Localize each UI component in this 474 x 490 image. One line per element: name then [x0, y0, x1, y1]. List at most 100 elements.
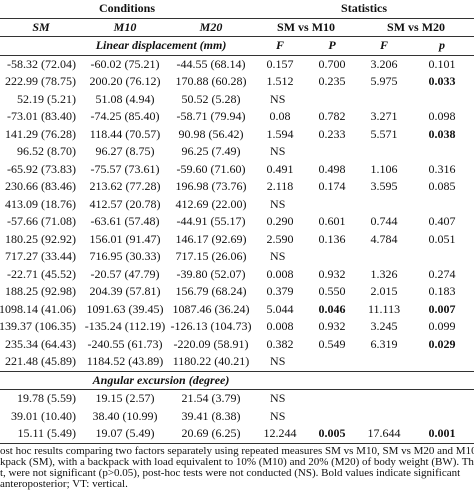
- section-title: Linear displacement (mm): [0, 36, 255, 56]
- stat-header: p: [410, 36, 474, 56]
- condition-cell: 200.20 (76.12): [89, 74, 161, 89]
- statistic-cell: 2.590: [266, 231, 294, 246]
- condition-cell: 413.09 (18.76): [5, 196, 76, 211]
- condition-cell: -57.66 (71.08): [7, 214, 76, 229]
- subheader-cell: SM vs M10: [254, 17, 359, 37]
- statistic-cell: 3.595: [370, 179, 398, 194]
- statistic-cell: 0.098: [428, 109, 456, 124]
- data-row: -58.32 (72.04) -60.02 (75.21) -44.55 (68.1…: [0, 55, 474, 73]
- condition-cell: 96.25 (7.49): [181, 144, 241, 159]
- table-body: Conditions Statistics SM M10 M20 SM vs M…: [0, 0, 474, 444]
- condition-cell: 1091.63 (39.45): [86, 301, 164, 316]
- condition-cell: 20.69 (6.25): [168, 425, 255, 444]
- condition-cell: 188.25 (92.98): [5, 284, 76, 299]
- condition-cell: 50.52 (5.28): [181, 91, 241, 106]
- data-row: -73.01 (83.40) -74.25 (85.40) -58.71 (79.9…: [0, 108, 474, 126]
- condition-cell: -135.24 (112.19): [84, 319, 166, 334]
- condition-cell: 230.66 (83.46): [5, 179, 76, 194]
- statistic-cell: 0.407: [428, 214, 456, 229]
- stat-header: P: [306, 36, 359, 56]
- condition-cell: -63.61 (57.48): [90, 214, 160, 229]
- condition-cell: 90.98 (56.42): [178, 126, 244, 141]
- condition-cell: -39.80 (52.07): [176, 266, 246, 281]
- statistic-cell: 17.644: [358, 425, 411, 444]
- statistic-cell: 0.782: [318, 109, 346, 124]
- condition-cell: -44.55 (68.14): [176, 56, 246, 71]
- statistic-cell: 0.316: [428, 161, 456, 176]
- condition-cell: 146.17 (92.69): [175, 231, 247, 246]
- data-row: 96.52 (8.70) 96.27 (8.75) 96.25 (7.49) NS: [0, 143, 474, 161]
- statistic-cell: 0.033: [428, 74, 456, 89]
- statistic-cell: 3.206: [370, 56, 398, 71]
- statistic-cell: NS: [270, 249, 286, 264]
- statistic-cell: 0.183: [428, 284, 456, 299]
- condition-cell: 139.37 (106.35): [0, 319, 76, 334]
- statistic-cell: 0.08: [269, 109, 291, 124]
- statistic-cell: 0.274: [428, 266, 456, 281]
- statistic-cell: 5.975: [370, 74, 398, 89]
- statistic-cell: 1.594: [266, 126, 294, 141]
- statistic-cell: 6.319: [370, 336, 398, 351]
- statistic-cell: 0.008: [266, 319, 294, 334]
- stat-header: F: [254, 36, 307, 56]
- condition-cell: 21.54 (3.79): [181, 391, 241, 406]
- statistic-cell: 0.290: [266, 214, 294, 229]
- statistic-cell: 3.245: [370, 319, 398, 334]
- header-row: Conditions Statistics: [0, 0, 474, 18]
- statistic-cell: 0.549: [318, 336, 346, 351]
- condition-cell: 717.27 (33.44): [5, 249, 76, 264]
- section-title: Angular excursion (degree): [0, 370, 255, 390]
- statistic-cell: NS: [270, 408, 286, 423]
- statistic-cell: 0.029: [428, 336, 456, 351]
- condition-cell: 51.08 (4.94): [95, 91, 155, 106]
- statistic-cell: 0.157: [266, 56, 294, 71]
- footnote-line: kpack (SM), with a backpack with load eq…: [0, 456, 474, 468]
- statistic-cell: 0.051: [428, 231, 456, 246]
- statistic-cell: 0.046: [318, 301, 346, 316]
- data-row: 221.48 (45.89) 1184.52 (43.89) 1180.22 (40…: [0, 353, 474, 371]
- condition-cell: 19.07 (5.49): [82, 425, 168, 444]
- statistic-cell: 2.118: [266, 179, 294, 194]
- condition-cell: 204.39 (57.81): [89, 284, 161, 299]
- statistic-cell: 0.233: [318, 126, 346, 141]
- statistic-cell: 0.550: [318, 284, 346, 299]
- condition-cell: -58.32 (72.04): [7, 56, 76, 71]
- statistic-cell: 4.784: [370, 231, 398, 246]
- statistic-cell: 0.932: [318, 319, 346, 334]
- condition-cell: 19.78 (5.59): [17, 391, 76, 406]
- condition-cell: 412.57 (20.78): [89, 196, 161, 211]
- condition-cell: 96.27 (8.75): [95, 144, 155, 159]
- statistic-cell: NS: [270, 391, 286, 406]
- condition-cell: -126.13 (104.73): [170, 319, 252, 334]
- condition-cell: -240.55 (61.73): [87, 336, 163, 351]
- statistic-cell: 0.008: [266, 266, 294, 281]
- data-row: 15.11 (5.49) 19.07 (5.49) 20.69 (6.25) 12.2…: [0, 425, 474, 444]
- statistic-cell: 12.244: [254, 425, 307, 444]
- statistic-cell: NS: [270, 144, 286, 159]
- data-row: 39.01 (10.40) 38.40 (10.99) 39.41 (8.38) NS: [0, 408, 474, 426]
- statistic-cell: 0.382: [266, 336, 294, 351]
- data-row: 1098.14 (41.06) 1091.63 (39.45) 1087.46 (3…: [0, 301, 474, 319]
- statistic-cell: 2.015: [370, 284, 398, 299]
- statistic-cell: 3.271: [370, 109, 398, 124]
- condition-cell: 1184.52 (43.89): [86, 354, 164, 369]
- statistic-cell: 0.932: [318, 266, 346, 281]
- statistic-cell: 0.235: [318, 74, 346, 89]
- subheader-cell: SM vs M20: [358, 17, 474, 37]
- statistic-cell: 0.379: [266, 284, 294, 299]
- data-row: -57.66 (71.08) -63.61 (57.48) -44.91 (55.1…: [0, 213, 474, 231]
- statistic-cell: 0.005: [306, 425, 359, 444]
- footnote: ost hoc results comparing two factors se…: [0, 446, 474, 490]
- condition-cell: 221.48 (45.89): [5, 354, 76, 369]
- statistic-cell: 0.085: [428, 179, 456, 194]
- condition-cell: 38.40 (10.99): [92, 408, 158, 423]
- statistic-cell: 0.498: [318, 161, 346, 176]
- section-row: Angular excursion (degree): [0, 370, 474, 390]
- condition-cell: 213.62 (77.28): [89, 179, 161, 194]
- stat-header: F: [358, 36, 411, 56]
- statistic-cell: 0.099: [428, 319, 456, 334]
- condition-cell: 19.15 (2.57): [95, 391, 155, 406]
- condition-cell: -220.09 (58.91): [173, 336, 249, 351]
- statistic-cell: NS: [270, 196, 286, 211]
